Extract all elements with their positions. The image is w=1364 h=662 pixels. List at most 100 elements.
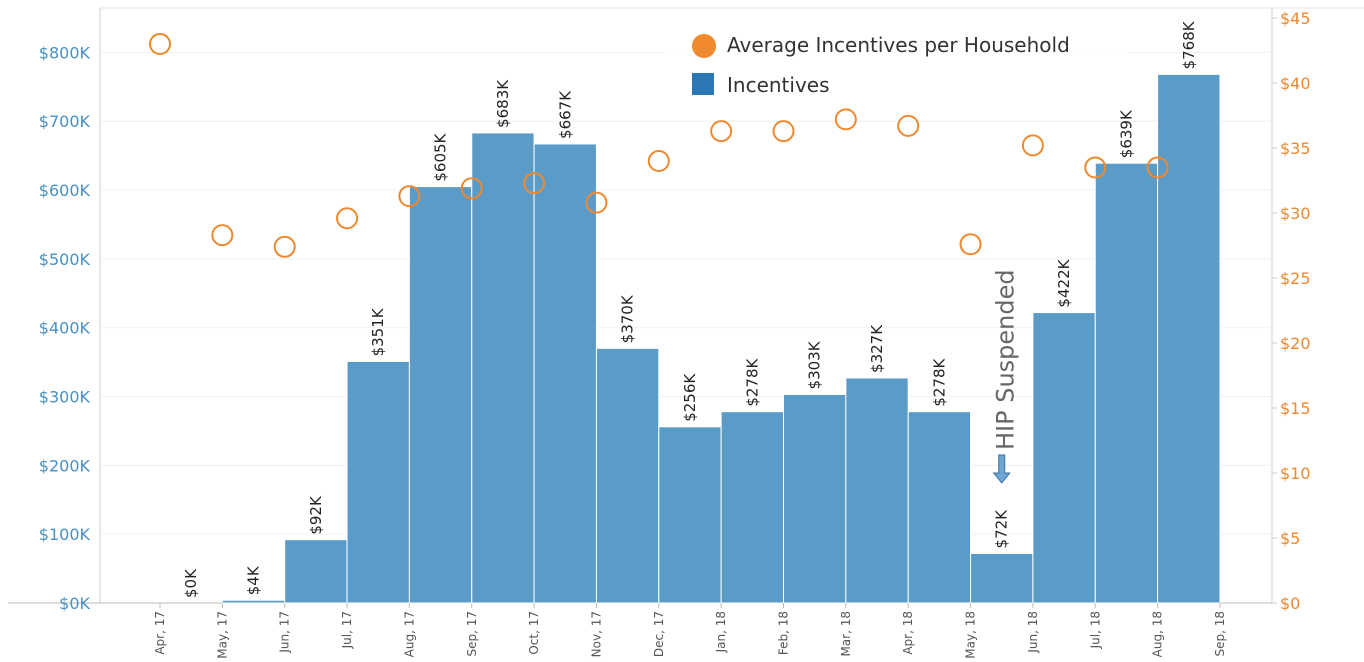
average-incentive-point [273, 235, 296, 258]
x-tick-label: Jul, 18 [1088, 611, 1102, 649]
average-incentive-point [772, 120, 795, 143]
left-tick-label: $0K [59, 594, 90, 613]
right-tick-label: $40 [1280, 74, 1311, 93]
incentives-bar [408, 186, 473, 604]
legend: Average Incentives per Household Incenti… [666, 25, 1126, 105]
right-tick-label: $0 [1280, 594, 1300, 613]
x-tick-label: Feb, 18 [777, 611, 791, 655]
left-tick-label: $100K [39, 525, 91, 544]
right-tick-label: $15 [1280, 399, 1311, 418]
x-tick-label: Sep, 18 [1213, 611, 1227, 657]
average-incentive-point [523, 172, 546, 195]
legend-label-average: Average Incentives per Household [727, 33, 1070, 57]
x-tick-label: Oct, 17 [527, 611, 541, 655]
right-tick-label: $5 [1280, 529, 1300, 548]
x-tick-label: Jan, 18 [714, 611, 728, 653]
bar-data-labels: $0K $4K $92K $351K $605K $683K $667K $370K $256K… [182, 20, 1198, 598]
x-tick-label: Mar, 18 [839, 611, 853, 657]
bar-data-label: $667K [556, 90, 574, 139]
incentives-bars [221, 73, 1221, 604]
right-tick-label: $45 [1280, 9, 1311, 28]
x-axis: Apr, 17 May, 17 Jun, 17 Jul, 17 Aug, 17 Sep, … [153, 603, 1227, 659]
left-axis: $0K $100K $200K $300K $400K $500K $600K $700K $8… [39, 43, 91, 613]
hip-suspended-annotation: HIP Suspended [992, 269, 1020, 484]
bar-data-label: $327K [868, 324, 886, 373]
bar-data-label: $768K [1180, 20, 1198, 69]
incentives-bar [783, 393, 847, 604]
bar-data-label: $72K [993, 509, 1011, 549]
average-incentive-point [1021, 134, 1044, 157]
incentives-bar [346, 360, 410, 604]
incentives-bar [658, 426, 722, 604]
average-incentive-point [585, 191, 608, 214]
bar-data-label: $92K [307, 495, 325, 535]
right-tick-label: $10 [1280, 464, 1311, 483]
annotation-text: HIP Suspended [992, 269, 1020, 450]
incentives-bar [907, 411, 972, 604]
left-tick-label: $300K [39, 388, 91, 407]
average-incentive-point [710, 120, 733, 143]
bar-data-label: $683K [494, 79, 512, 128]
bar-data-label: $639K [1117, 109, 1135, 158]
legend-background [666, 25, 1126, 105]
average-incentive-point [460, 177, 483, 200]
x-tick-label: Nov, 17 [589, 611, 603, 657]
bar-data-label: $605K [432, 132, 450, 181]
x-tick-label: Apr, 18 [901, 611, 915, 655]
bar-data-label: $256K [681, 373, 699, 422]
down-arrow-icon [992, 454, 1011, 484]
x-tick-label: May, 18 [964, 611, 978, 659]
average-incentive-point [959, 233, 982, 256]
bar-data-label: $278K [930, 357, 948, 406]
incentives-bar [845, 377, 909, 604]
incentives-bar [1032, 312, 1096, 604]
x-tick-label: Jun, 18 [1026, 611, 1040, 654]
legend-label-incentives: Incentives [727, 73, 830, 97]
average-incentive-point [647, 150, 670, 172]
average-incentive-point [1084, 156, 1107, 179]
left-tick-label: $800K [39, 43, 91, 62]
right-axis: $0 $5 $10 $15 $20 $25 $30 $35 $40 $45 [1272, 9, 1311, 613]
left-tick-label: $500K [39, 250, 91, 269]
legend-marker-average [692, 34, 716, 58]
right-tick-label: $20 [1280, 334, 1311, 353]
x-tick-label: Aug, 18 [1151, 611, 1165, 657]
bar-data-label: $0K [182, 568, 200, 598]
left-tick-label: $600K [39, 181, 91, 200]
right-tick-label: $35 [1280, 139, 1311, 158]
right-tick-label: $30 [1280, 204, 1311, 223]
x-tick-label: Aug, 17 [402, 611, 416, 657]
average-incentive-points [149, 33, 1169, 258]
left-tick-label: $700K [39, 112, 91, 131]
incentives-bar [221, 599, 286, 604]
average-incentive-point [211, 224, 234, 247]
x-tick-label: Sep, 17 [465, 611, 479, 657]
incentives-bar [471, 132, 535, 604]
x-tick-label: May, 17 [215, 611, 229, 659]
x-tick-label: Apr, 17 [153, 611, 167, 655]
average-incentive-point [398, 185, 421, 208]
bar-data-label: $303K [806, 340, 824, 389]
right-tick-label: $25 [1280, 269, 1311, 288]
incentives-bar [284, 539, 348, 604]
x-tick-label: Jul, 17 [340, 611, 354, 649]
incentives-bar [1094, 162, 1159, 604]
x-tick-label: Dec, 17 [652, 611, 666, 657]
average-incentive-point [336, 207, 359, 230]
bar-data-label: $351K [369, 307, 387, 356]
incentives-bar [595, 347, 660, 604]
bar-data-label: $278K [743, 357, 761, 406]
average-incentive-point [834, 108, 857, 131]
incentives-bar [720, 411, 785, 604]
bar-data-label: $370K [619, 294, 637, 343]
left-tick-label: $200K [39, 456, 91, 475]
average-incentive-point [149, 33, 171, 55]
bar-data-label: $4K [245, 565, 263, 595]
incentives-bar [970, 552, 1034, 604]
average-incentive-point [1146, 156, 1169, 179]
bar-data-label: $422K [1055, 258, 1073, 307]
x-tick-label: Jun, 17 [278, 611, 292, 654]
incentives-bar [1157, 73, 1221, 604]
average-incentive-point [897, 114, 920, 137]
